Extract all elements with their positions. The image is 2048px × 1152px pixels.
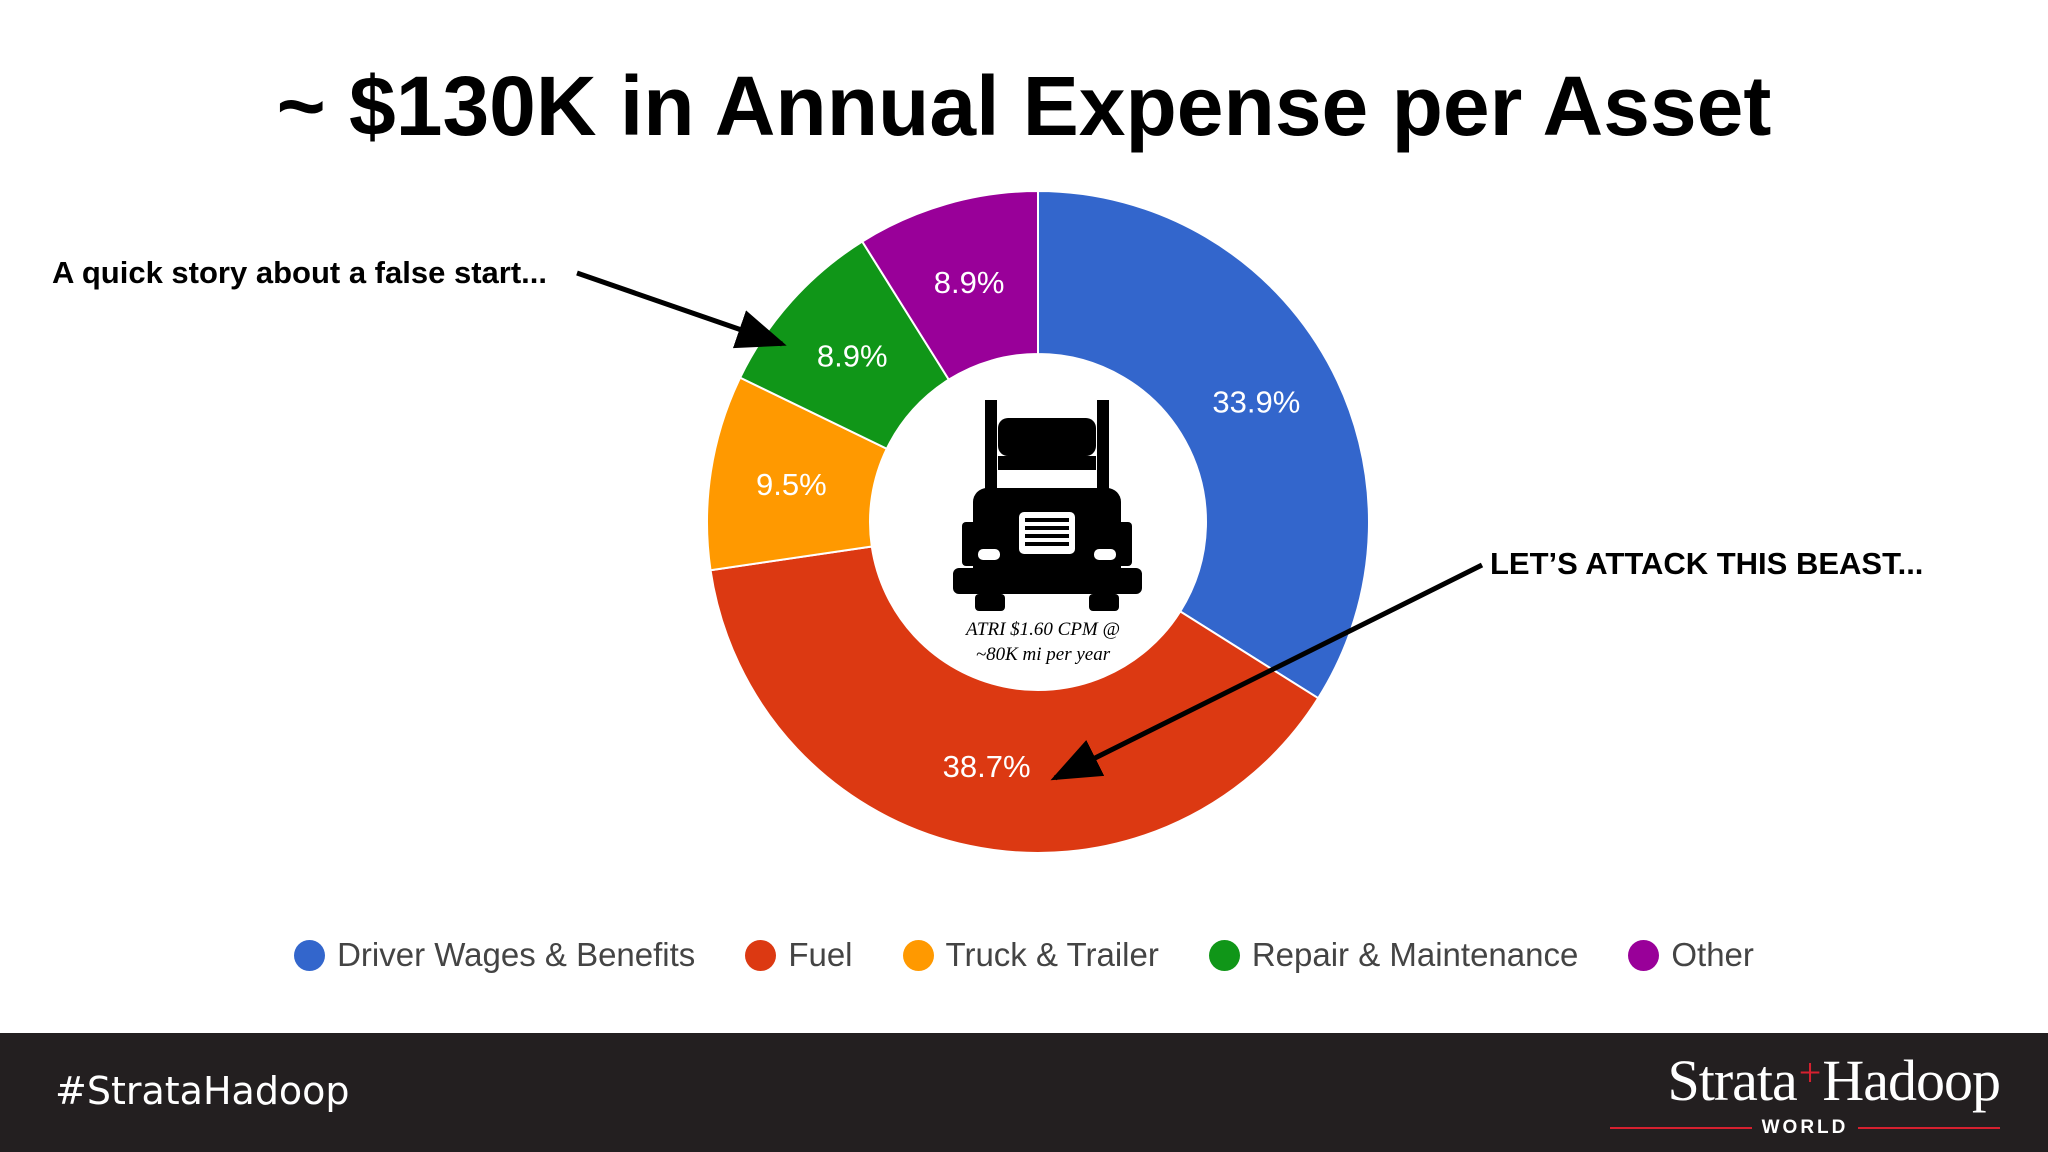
brand-logo-world: WORLD [1761,1117,1849,1138]
legend-item: Other [1628,936,1754,974]
center-note-line-1: ATRI $1.60 CPM @ [966,619,1120,640]
semi-truck-icon [953,400,1142,611]
legend-item: Fuel [745,936,853,974]
annotation-attack-beast: LET’S ATTACK THIS BEAST... [1490,546,1924,581]
donut-slice-fuel [709,545,1320,854]
legend-label: Other [1671,936,1754,973]
donut-slice-labels: 33.9% 38.7% 9.5% 8.9% 8.9% [756,265,1300,784]
brand-rule-left [1610,1127,1752,1129]
legend-color-dot [745,939,777,971]
brand-rule-right [1858,1127,2001,1129]
slice-value-label: 38.7% [943,749,1031,784]
donut-slice-driver-wages-benefits [1037,189,1370,700]
brand-logo: Strata+Hadoop WORLD [1610,1047,2001,1142]
chart-legend: Driver Wages & Benefits Fuel Truck & Trail… [0,936,2048,974]
slice-value-label: 9.5% [756,467,827,502]
legend-item: Driver Wages & Benefits [294,936,695,974]
donut-chart: 33.9% 38.7% 9.5% 8.9% 8.9% [576,189,1484,854]
center-note: ATRI $1.60 CPM @ ~80K mi per year [900,617,1186,667]
footer-hashtag: #StrataHadoop [55,1069,350,1113]
brand-logo-plus: + [1798,1050,1822,1095]
annotation-arrow-left [576,270,787,349]
legend-item: Truck & Trailer [902,936,1159,974]
legend-color-dot [294,939,326,971]
legend-label: Repair & Maintenance [1251,936,1579,973]
legend-color-dot [1628,939,1660,971]
legend-label: Truck & Trailer [945,936,1159,973]
slice-value-label: 8.9% [817,338,888,373]
slice-value-label: 8.9% [934,265,1005,300]
footer-bar: #StrataHadoop Strata+Hadoop WORLD [0,1033,2048,1152]
annotation-arrow-right [1050,562,1484,781]
legend-item: Repair & Maintenance [1208,936,1579,974]
slide-title: ~ $130K in Annual Expense per Asset [276,59,1772,153]
legend-color-dot [902,939,934,971]
legend-color-dot [1208,939,1240,971]
center-note-line-2: ~80K mi per year [975,644,1111,665]
legend-label: Fuel [788,936,853,973]
donut-slices [706,189,1370,854]
annotation-false-start: A quick story about a false start... [52,255,547,290]
legend-label: Driver Wages & Benefits [337,936,696,973]
slice-value-label: 33.9% [1212,384,1300,419]
donut-slice-other [860,189,1039,382]
brand-logo-strata: Strata [1667,1048,1798,1113]
brand-logo-hadoop: Hadoop [1822,1048,2001,1113]
